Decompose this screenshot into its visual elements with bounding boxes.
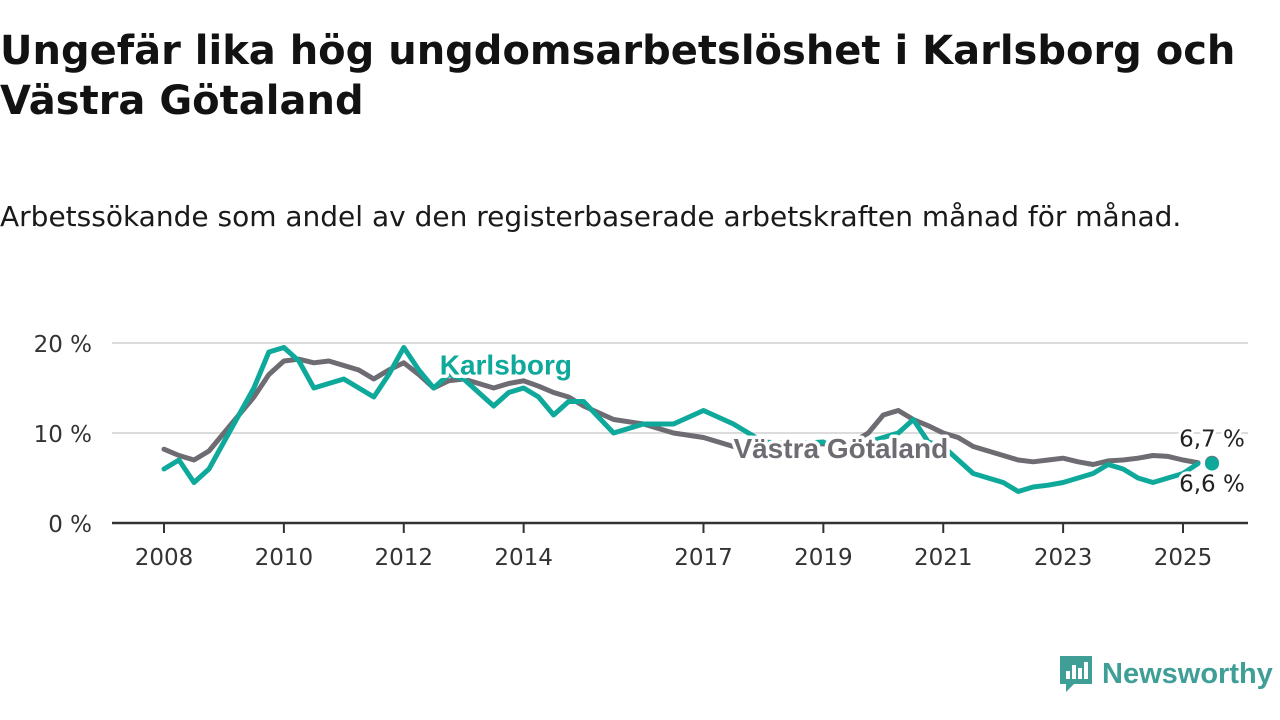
end-value-label: 6,6 %: [1179, 472, 1245, 498]
series-lines: [161, 345, 1201, 494]
x-tick-label: 2014: [494, 545, 553, 571]
chart-title: Ungefär lika hög ungdomsarbetslöshet i K…: [0, 28, 1236, 124]
x-tick-label: 2017: [674, 545, 733, 571]
y-tick-label: 0 %: [48, 512, 92, 538]
x-axis: 2008 2010 2012 2014 2017 2019 2021 2023 2025: [112, 521, 1248, 571]
x-tick-label: 2023: [1034, 545, 1093, 571]
brand-name: Newsworthy: [1102, 657, 1273, 690]
series-label: Västra Götaland: [733, 433, 948, 464]
y-tick-label: 10 %: [34, 422, 92, 448]
end-value-label: 6,7 %: [1179, 427, 1245, 453]
end-point-marker: [1204, 456, 1219, 471]
chart-subtitle: Arbetssökande som andel av den registerb…: [0, 200, 1182, 233]
series-label: Karlsborg: [440, 350, 572, 381]
newsworthy-logo-icon: [1060, 656, 1092, 692]
series-line: [161, 356, 1201, 467]
series-line: [161, 345, 1201, 494]
x-tick-label: 2010: [255, 545, 314, 571]
x-tick-label: 2019: [794, 545, 853, 571]
y-tick-label: 20 %: [34, 332, 92, 358]
brand: Newsworthy: [1058, 652, 1273, 696]
series-labels: Västra Götaland 6,7 % Karlsborg 6,6 %: [436, 346, 1248, 501]
y-axis-labels: 0 % 10 % 20 %: [34, 332, 92, 538]
x-tick-label: 2025: [1154, 545, 1213, 571]
x-tick-label: 2008: [135, 545, 194, 571]
line-chart: 0 % 10 % 20 % 2008 2010 2012 2014 2017 2019 2021…: [34, 332, 1248, 571]
x-tick-label: 2012: [374, 545, 433, 571]
x-tick-label: 2021: [914, 545, 973, 571]
